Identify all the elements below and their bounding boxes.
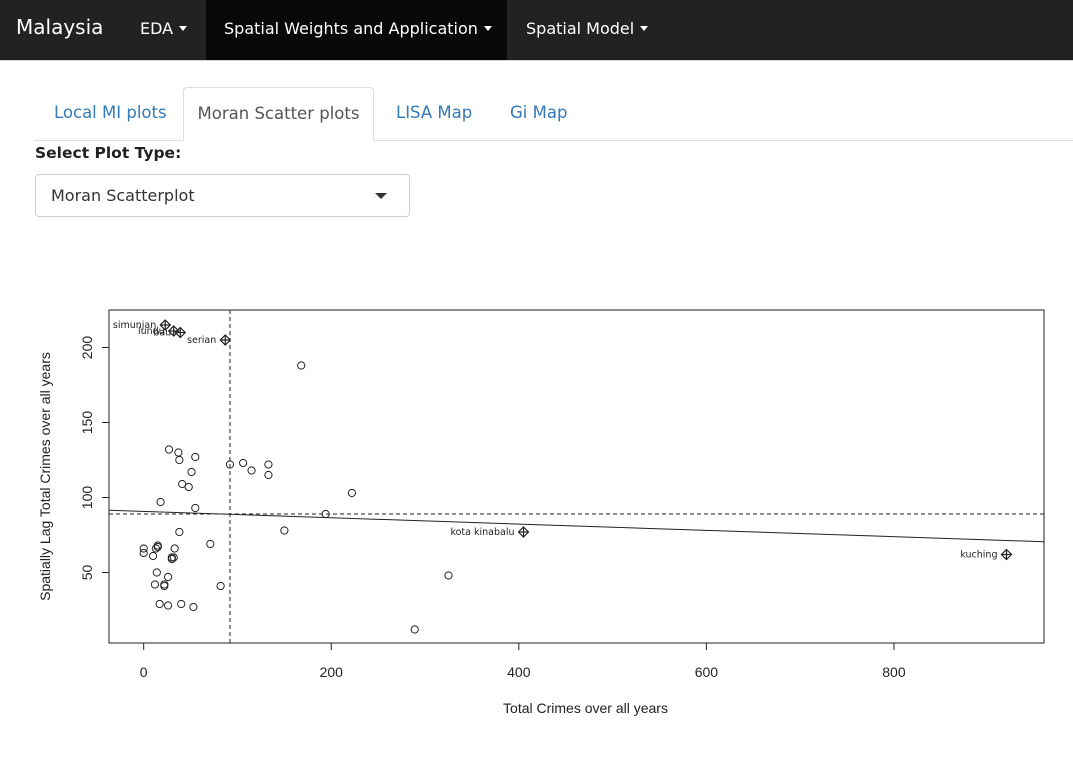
data-point (247, 466, 256, 475)
x-tick-label: 600 (695, 664, 719, 680)
tab-local-mi-plots[interactable]: Local MI plots (54, 103, 167, 122)
influential-point-label: kuching (960, 550, 997, 561)
data-point (184, 482, 193, 492)
y-tick-label: 50 (79, 565, 95, 581)
data-point (189, 602, 198, 612)
data-point (264, 460, 273, 469)
data-point (239, 458, 248, 468)
x-tick-label: 400 (507, 664, 531, 680)
tab-lisa-map[interactable]: LISA Map (396, 103, 473, 122)
data-point (139, 544, 148, 553)
y-tick-label: 150 (79, 411, 95, 435)
navbar: Malaysia EDA Spatial Weights and Applica… (0, 0, 1073, 61)
data-point (187, 467, 196, 477)
nav-item-spatial-weights[interactable]: Spatial Weights and Application (206, 0, 507, 60)
data-point (152, 568, 161, 577)
plot-type-label: Select Plot Type: (35, 144, 182, 162)
nav-item-label: Spatial Model (526, 19, 635, 38)
x-tick-label: 800 (882, 664, 906, 680)
caret-down-icon (179, 26, 188, 31)
data-point (164, 445, 174, 454)
navbar-brand[interactable]: Malaysia (16, 15, 104, 39)
data-point (175, 527, 184, 537)
data-point (321, 509, 330, 519)
data-point (163, 601, 173, 610)
influential-point-label: lundu (138, 326, 165, 337)
data-point (174, 448, 183, 457)
plot-type-select[interactable]: Moran Scatterplot (35, 174, 410, 217)
data-point (148, 551, 158, 561)
data-point (178, 479, 187, 489)
data-point (347, 488, 356, 498)
data-point (444, 571, 453, 580)
data-point (167, 554, 176, 564)
data-point (264, 470, 273, 480)
plot-tabs: Local MI plots Moran Scatter plots LISA … (34, 87, 1073, 141)
influential-point-label: simunjan (113, 320, 156, 331)
influential-point-label: serian (187, 335, 216, 346)
data-point (216, 581, 225, 591)
data-point (156, 497, 165, 507)
x-tick-label: 200 (320, 664, 344, 680)
data-point (169, 553, 178, 562)
data-point (280, 526, 289, 535)
data-point (191, 503, 200, 513)
y-tick-label: 100 (79, 486, 95, 510)
caret-down-icon (640, 26, 649, 31)
caret-down-icon (483, 26, 492, 31)
x-axis-label: Total Crimes over all years (503, 700, 668, 716)
tab-gi-map[interactable]: Gi Map (510, 103, 568, 122)
data-point (150, 580, 160, 589)
data-point (139, 548, 148, 558)
data-point (153, 542, 162, 552)
influential-point-label: kota kinabalu (450, 527, 514, 538)
plot-type-value: Moran Scatterplot (51, 186, 195, 205)
data-point (160, 581, 169, 591)
data-point (225, 460, 235, 469)
nav-item-label: EDA (140, 19, 174, 38)
data-point (155, 599, 164, 609)
data-point (177, 599, 186, 609)
data-point (410, 625, 419, 634)
y-tick-label: 200 (79, 336, 95, 360)
y-axis-label: Spatially Lag Total Crimes over all year… (37, 352, 53, 601)
influential-point-label: bau (153, 328, 171, 339)
x-tick-label: 0 (140, 664, 148, 680)
data-point (206, 539, 215, 549)
dropdown-arrow-icon (375, 193, 387, 199)
data-point (163, 572, 173, 582)
nav-item-eda[interactable]: EDA (122, 0, 206, 60)
data-point (191, 452, 200, 462)
plot-frame (108, 309, 1045, 644)
nav-item-label: Spatial Weights and Application (224, 19, 478, 38)
regression-line (108, 509, 1045, 543)
data-point (297, 361, 306, 370)
nav-item-spatial-model[interactable]: Spatial Model (507, 0, 667, 60)
data-point (170, 544, 179, 553)
data-point (175, 455, 184, 465)
tab-moran-scatter-plots[interactable]: Moran Scatter plots (183, 87, 374, 141)
